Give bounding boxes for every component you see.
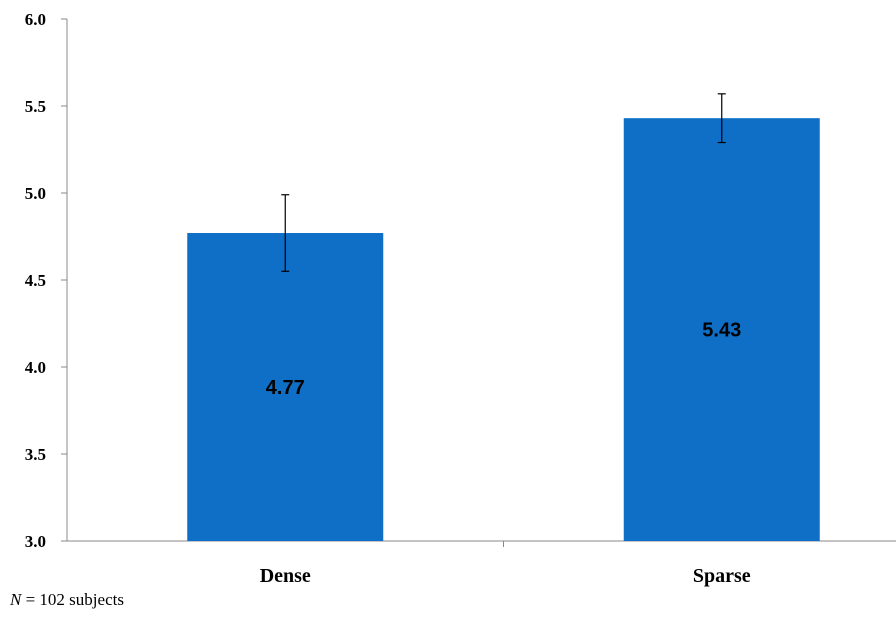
y-tick-label: 4.5 [25,271,46,290]
y-tick-label: 3.5 [25,445,46,464]
x-category-label: Dense [260,565,311,587]
data-label: 4.77 [266,377,305,399]
x-category-label: Sparse [693,565,751,587]
footnote: N = 102 subjects [10,590,124,610]
y-tick-label: 4.0 [25,358,46,377]
bar-dense [187,233,384,541]
bar-sparse [623,118,820,542]
y-tick-label: 5.0 [25,184,46,203]
footnote-text: = 102 subjects [21,590,124,609]
y-tick-label: 5.5 [25,97,46,116]
y-tick-label: 6.0 [25,10,46,29]
data-label: 5.43 [702,320,741,342]
footnote-variable: N [10,590,22,609]
y-tick-label: 3.0 [25,532,46,551]
